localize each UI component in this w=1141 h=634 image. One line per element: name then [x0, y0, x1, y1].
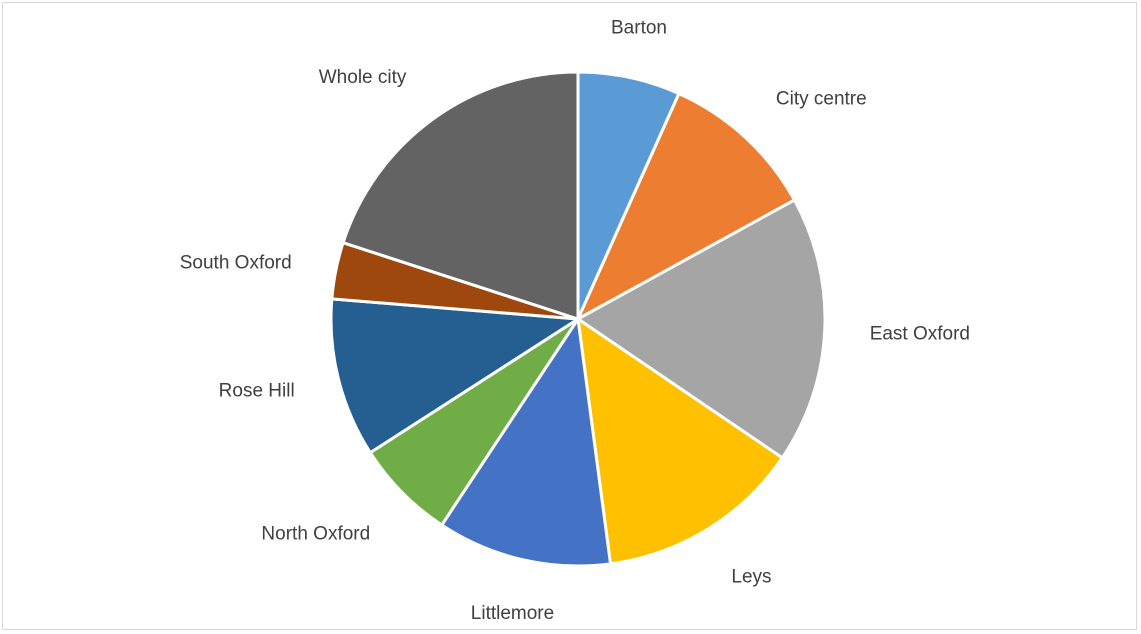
- pie-labels: Barton City centre East Oxford Leys Littlemo…: [180, 17, 970, 623]
- pie-label-leys: Leys: [731, 567, 771, 588]
- pie-label-north-oxford: North Oxford: [261, 523, 370, 544]
- pie-slices: [329, 70, 827, 568]
- pie-label-east-oxford: East Oxford: [870, 323, 970, 344]
- pie-slice-littlemore: [440, 317, 612, 568]
- pie-label-city-centre: City centre: [776, 88, 867, 109]
- pie-slice-leys: [576, 317, 784, 566]
- pie-slice-whole-city: [341, 70, 580, 321]
- pie-label-south-oxford: South Oxford: [180, 252, 292, 273]
- pie-slice-rose-hill: [329, 297, 580, 455]
- pie-label-whole-city: Whole city: [319, 67, 407, 88]
- pie-label-barton: Barton: [611, 17, 667, 38]
- pie-slice-east-oxford: [576, 198, 827, 460]
- pie-label-rose-hill: Rose Hill: [219, 380, 295, 401]
- pie-label-littlemore: Littlemore: [471, 603, 554, 624]
- pie-slice-city-centre: [576, 92, 796, 321]
